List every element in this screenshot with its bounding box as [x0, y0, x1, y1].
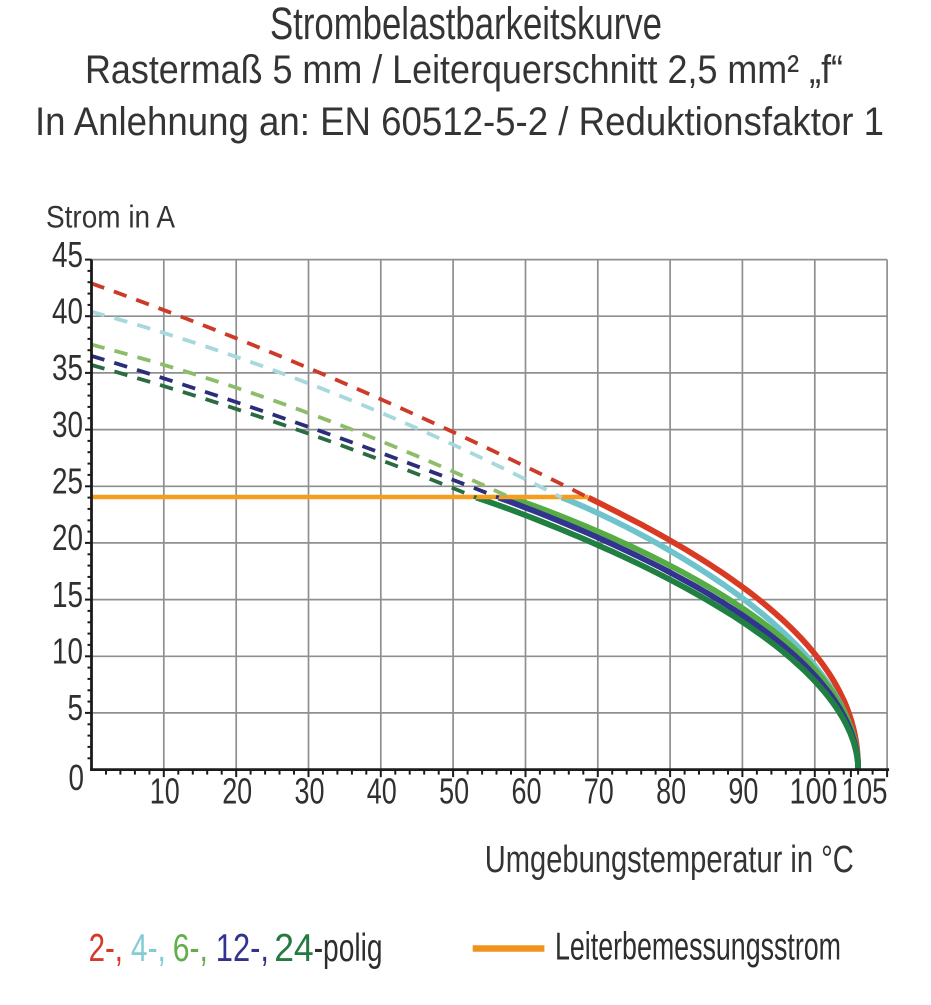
svg-text:40: 40: [52, 290, 83, 331]
svg-text:25: 25: [52, 461, 83, 502]
svg-text:Rastermaß 5 mm / Leiterquersch: Rastermaß 5 mm / Leiterquerschnitt 2,5 m…: [85, 48, 843, 92]
svg-text:80: 80: [656, 771, 686, 812]
svg-text:40: 40: [367, 771, 397, 812]
svg-text:30: 30: [295, 771, 325, 812]
svg-text:24: 24: [274, 927, 314, 970]
svg-text:20: 20: [52, 517, 83, 558]
svg-text:100: 100: [790, 771, 838, 812]
svg-text:Strombelastbarkeitskurve: Strombelastbarkeitskurve: [270, 0, 662, 49]
svg-text:10: 10: [52, 631, 83, 672]
svg-text:5: 5: [68, 687, 84, 728]
svg-text:90: 90: [728, 771, 758, 812]
svg-text:50: 50: [439, 771, 469, 812]
svg-text:Leiterbemessungsstrom: Leiterbemessungsstrom: [555, 926, 841, 969]
svg-text:2-,: 2-,: [89, 927, 123, 970]
svg-text:105: 105: [842, 771, 888, 812]
svg-text:6-,: 6-,: [173, 927, 208, 970]
svg-text:12-,: 12-,: [216, 927, 269, 970]
svg-text:10: 10: [150, 771, 180, 812]
svg-text:15: 15: [52, 574, 83, 615]
svg-text:Strom in A: Strom in A: [46, 198, 175, 234]
svg-text:4-,: 4-,: [131, 927, 166, 970]
svg-text:45: 45: [52, 234, 83, 275]
svg-text:In Anlehnung an: EN 60512-5-2: In Anlehnung an: EN 60512-5-2 / Reduktio…: [35, 100, 884, 144]
svg-text:60: 60: [512, 771, 542, 812]
svg-text:30: 30: [52, 404, 83, 445]
svg-text:0: 0: [69, 757, 85, 798]
svg-text:35: 35: [52, 347, 83, 388]
svg-text:-polig: -polig: [314, 927, 383, 970]
svg-text:20: 20: [222, 771, 252, 812]
svg-text:Umgebungstemperatur in °C: Umgebungstemperatur in °C: [485, 839, 854, 881]
svg-text:70: 70: [584, 771, 614, 812]
